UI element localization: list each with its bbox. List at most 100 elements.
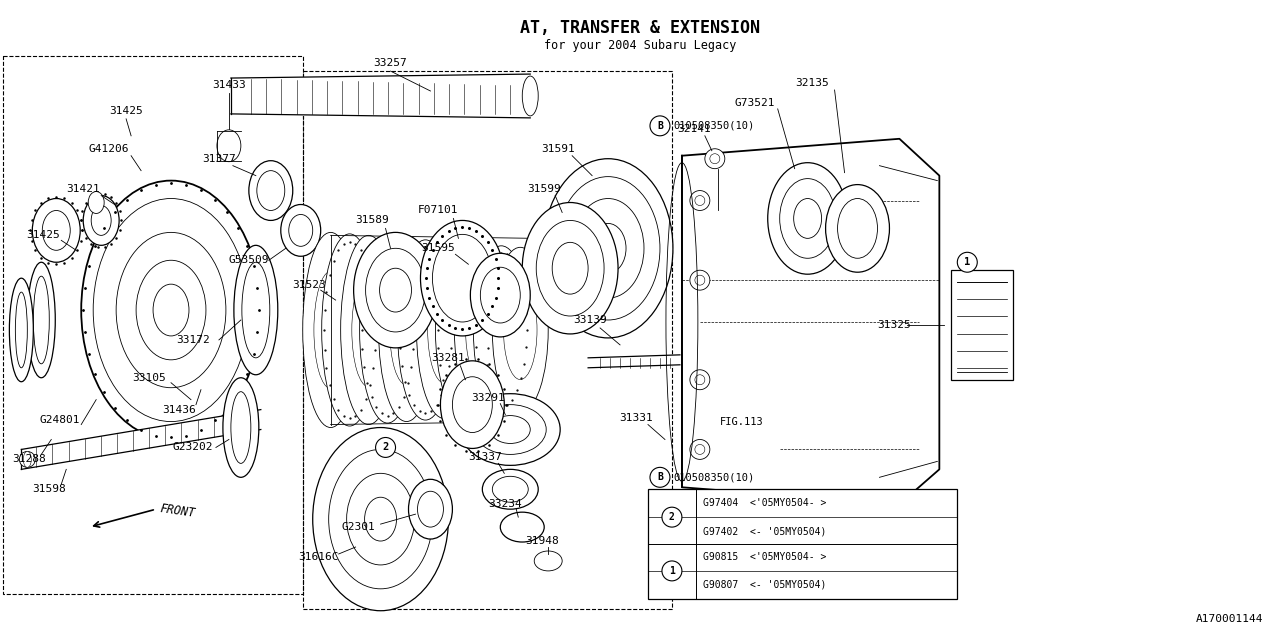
Text: 31425: 31425 xyxy=(27,230,60,241)
Bar xyxy=(303,71,672,609)
Text: 2: 2 xyxy=(383,442,389,452)
Ellipse shape xyxy=(794,198,822,238)
Ellipse shape xyxy=(352,273,385,387)
Ellipse shape xyxy=(417,492,443,527)
Ellipse shape xyxy=(522,202,618,334)
Ellipse shape xyxy=(340,236,397,424)
Circle shape xyxy=(690,440,710,460)
Ellipse shape xyxy=(223,378,259,477)
Ellipse shape xyxy=(93,198,248,422)
Text: G90807  <- '05MY0504): G90807 <- '05MY0504) xyxy=(703,580,826,590)
Text: 33234: 33234 xyxy=(489,499,522,509)
Ellipse shape xyxy=(837,198,878,259)
Ellipse shape xyxy=(389,275,424,385)
Ellipse shape xyxy=(493,247,548,413)
Ellipse shape xyxy=(314,271,347,388)
Ellipse shape xyxy=(23,451,31,467)
Ellipse shape xyxy=(280,205,321,256)
Text: 31589: 31589 xyxy=(356,216,389,225)
Text: 31377: 31377 xyxy=(202,154,236,164)
Ellipse shape xyxy=(312,428,448,611)
Text: 33281: 33281 xyxy=(431,353,466,363)
Circle shape xyxy=(662,507,682,527)
Ellipse shape xyxy=(27,262,55,378)
Ellipse shape xyxy=(154,284,189,336)
Text: B: B xyxy=(657,472,663,483)
Ellipse shape xyxy=(347,474,415,565)
Text: 1: 1 xyxy=(669,566,675,576)
Text: 31325: 31325 xyxy=(878,320,911,330)
Ellipse shape xyxy=(234,245,278,375)
Text: 31591: 31591 xyxy=(541,144,575,154)
Circle shape xyxy=(690,270,710,290)
Circle shape xyxy=(650,467,669,487)
Ellipse shape xyxy=(500,512,544,542)
Ellipse shape xyxy=(81,180,261,440)
Text: G90815  <'05MY0504- >: G90815 <'05MY0504- > xyxy=(703,552,826,562)
Ellipse shape xyxy=(534,551,562,571)
Ellipse shape xyxy=(572,198,644,298)
Ellipse shape xyxy=(329,449,433,589)
Ellipse shape xyxy=(826,184,890,272)
Ellipse shape xyxy=(552,243,588,294)
Circle shape xyxy=(662,561,682,581)
Text: G2301: G2301 xyxy=(342,522,375,532)
Text: 32135: 32135 xyxy=(795,78,828,88)
Ellipse shape xyxy=(230,392,251,463)
Circle shape xyxy=(690,370,710,390)
Text: 33172: 33172 xyxy=(177,335,210,345)
Text: AT, TRANSFER & EXTENSION: AT, TRANSFER & EXTENSION xyxy=(520,19,760,37)
Text: G73521: G73521 xyxy=(735,98,774,108)
Bar xyxy=(4,56,303,594)
Ellipse shape xyxy=(365,497,397,541)
Ellipse shape xyxy=(398,240,453,420)
Ellipse shape xyxy=(454,244,511,415)
Ellipse shape xyxy=(380,268,411,312)
Text: 31948: 31948 xyxy=(525,536,559,546)
Text: 31331: 31331 xyxy=(620,413,653,422)
Text: F07101: F07101 xyxy=(419,205,458,216)
Ellipse shape xyxy=(33,276,50,364)
Ellipse shape xyxy=(88,191,104,214)
Circle shape xyxy=(690,191,710,211)
Text: A170001144: A170001144 xyxy=(1196,614,1263,623)
Ellipse shape xyxy=(420,220,504,336)
Text: 33291: 33291 xyxy=(471,393,506,403)
Text: 31595: 31595 xyxy=(421,243,456,253)
Ellipse shape xyxy=(289,214,312,246)
Ellipse shape xyxy=(360,237,416,423)
Ellipse shape xyxy=(543,159,673,338)
Text: 31337: 31337 xyxy=(468,452,502,463)
Text: 33139: 33139 xyxy=(573,315,607,325)
Ellipse shape xyxy=(470,253,530,337)
Text: G41206: G41206 xyxy=(88,144,129,154)
Text: 1: 1 xyxy=(964,257,970,268)
Text: 010508350(10): 010508350(10) xyxy=(673,472,754,483)
Ellipse shape xyxy=(522,76,538,116)
Ellipse shape xyxy=(32,198,81,262)
Text: G97402  <- '05MY0504): G97402 <- '05MY0504) xyxy=(703,526,826,536)
Ellipse shape xyxy=(557,177,660,320)
Text: B: B xyxy=(657,121,663,131)
Text: 31616C: 31616C xyxy=(298,552,339,562)
Text: FRONT: FRONT xyxy=(159,502,196,520)
Text: FIG.113: FIG.113 xyxy=(719,417,764,426)
Ellipse shape xyxy=(379,238,434,422)
Text: for your 2004 Subaru Legacy: for your 2004 Subaru Legacy xyxy=(544,39,736,52)
Ellipse shape xyxy=(42,211,70,250)
Ellipse shape xyxy=(475,404,547,454)
Ellipse shape xyxy=(116,232,225,388)
Circle shape xyxy=(705,148,724,169)
Ellipse shape xyxy=(461,394,561,465)
Ellipse shape xyxy=(768,163,847,274)
Ellipse shape xyxy=(483,469,538,509)
Ellipse shape xyxy=(435,243,492,417)
Ellipse shape xyxy=(15,292,27,368)
Ellipse shape xyxy=(248,161,293,220)
Bar xyxy=(951,270,1014,380)
Ellipse shape xyxy=(490,415,530,444)
Ellipse shape xyxy=(466,278,499,381)
Ellipse shape xyxy=(303,232,358,428)
Ellipse shape xyxy=(503,280,538,380)
Ellipse shape xyxy=(428,276,461,383)
